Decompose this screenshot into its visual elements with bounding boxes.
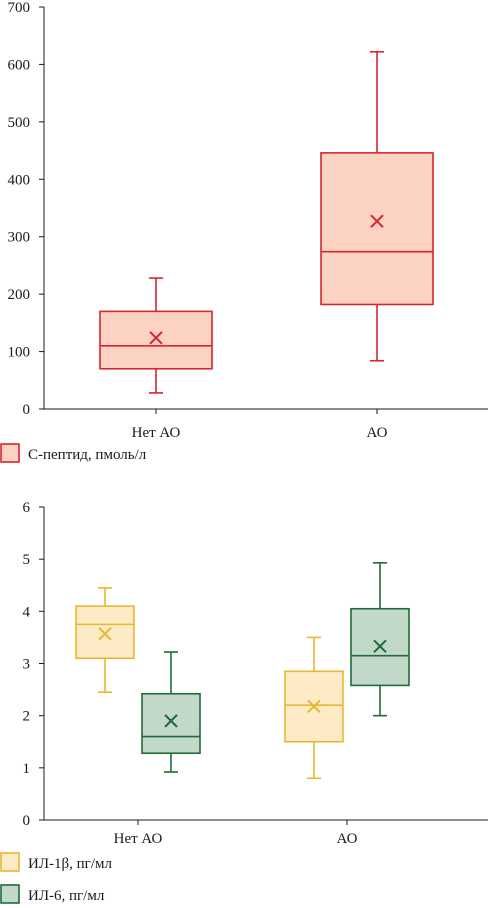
y-tick-label: 100 [8, 345, 31, 361]
y-tick-label: 600 [8, 57, 31, 73]
boxplot-2-1 [141, 651, 201, 773]
legend-swatch [0, 884, 20, 904]
boxplot-1-1 [75, 587, 135, 693]
y-tick-label: 300 [8, 230, 31, 246]
legend-swatch [0, 852, 20, 872]
boxplot-1-2 [320, 50, 434, 362]
y-tick-label: 400 [8, 172, 31, 188]
mean-marker [98, 627, 112, 641]
y-tick-label: 2 [23, 709, 31, 725]
box-iqr [141, 692, 201, 755]
legend-label: ИЛ-1β, пг/мл [28, 856, 112, 872]
mean-marker [370, 214, 384, 228]
y-tick-label: 0 [23, 402, 31, 418]
box-iqr [320, 152, 434, 306]
boxplot-1-2 [284, 636, 344, 780]
box-iqr [99, 310, 213, 370]
box-iqr [75, 605, 135, 660]
x-category-label: АО [337, 831, 358, 847]
legend-label: ИЛ-6, пг/мл [28, 888, 105, 904]
mean-marker [164, 714, 178, 728]
x-category-label: Нет АО [114, 831, 163, 847]
y-tick-label: 200 [8, 287, 31, 303]
x-category-label: АО [367, 425, 388, 441]
y-tick-label: 3 [23, 657, 31, 673]
y-tick-label: 6 [23, 500, 31, 516]
legend-label: С-пептид, пмоль/л [28, 447, 147, 463]
interleukin-chart: 0 1 2 3 4 5 6 Нет АО АО ИЛ-1β, пг/мл ИЛ-6, пг/мл [0, 500, 488, 904]
x-category-label: Нет АО [132, 425, 181, 441]
y-tick-label: 1 [23, 761, 31, 777]
y-tick-label: 500 [8, 115, 31, 131]
mean-marker [373, 639, 387, 653]
mean-marker [307, 699, 321, 713]
legend-swatch [0, 443, 20, 463]
y-tick-label: 0 [23, 813, 31, 829]
y-tick-label: 5 [23, 552, 31, 568]
y-tick-label: 700 [8, 0, 31, 16]
mean-marker [149, 331, 163, 345]
c-peptide-chart: 0 100 200 300 400 500 600 700 Нет АО АО С-пептид, … [0, 0, 488, 463]
y-tick-label: 4 [23, 604, 31, 620]
boxplot-1-1 [99, 277, 213, 394]
boxplot-2-2 [350, 562, 410, 717]
